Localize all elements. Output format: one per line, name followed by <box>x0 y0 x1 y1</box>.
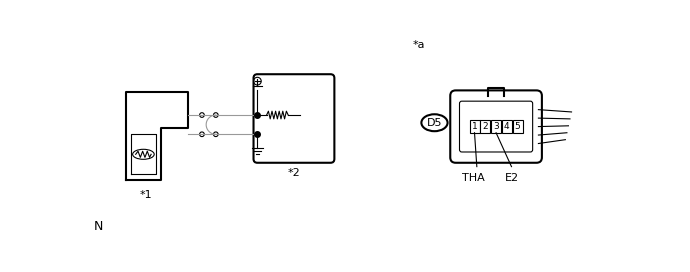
Text: 4: 4 <box>504 122 510 131</box>
Bar <box>480 120 491 133</box>
Text: *a: *a <box>413 40 425 50</box>
Text: 2: 2 <box>482 122 488 131</box>
Circle shape <box>199 113 204 117</box>
Text: E2: E2 <box>504 173 519 183</box>
Text: THA: THA <box>462 173 484 183</box>
Bar <box>491 120 501 133</box>
Bar <box>513 120 522 133</box>
Circle shape <box>199 132 204 137</box>
Text: 5: 5 <box>515 122 520 131</box>
Circle shape <box>213 113 218 117</box>
Text: *2: *2 <box>288 168 300 178</box>
Circle shape <box>213 132 218 137</box>
Text: 3: 3 <box>493 122 499 131</box>
Bar <box>502 120 512 133</box>
Text: *1: *1 <box>139 190 152 200</box>
Text: D5: D5 <box>426 118 442 128</box>
Text: N: N <box>94 220 104 233</box>
Text: 1: 1 <box>472 122 477 131</box>
Bar <box>469 120 480 133</box>
